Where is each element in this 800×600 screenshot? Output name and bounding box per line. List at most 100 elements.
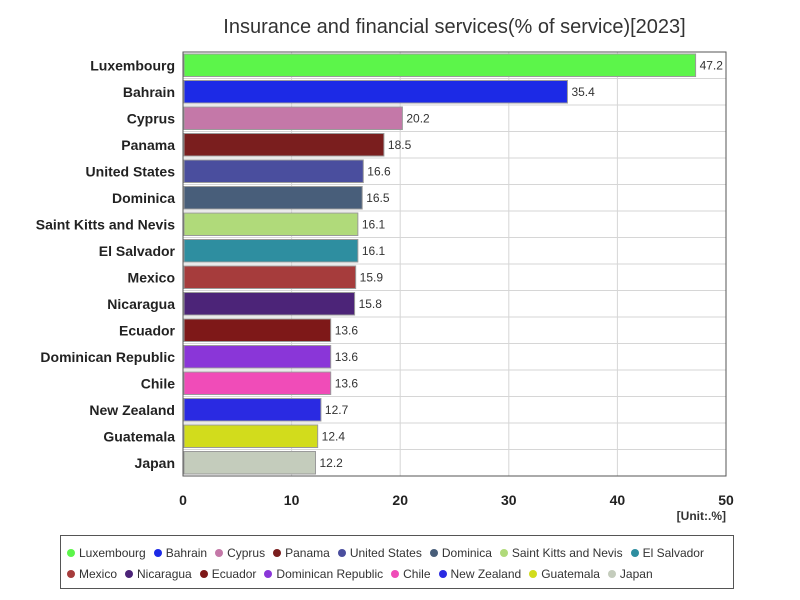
value-label: 35.4: [571, 85, 595, 99]
legend-label: Japan: [619, 566, 653, 581]
category-label: Dominica: [112, 190, 175, 206]
value-label: 16.1: [362, 244, 386, 258]
value-label: 16.1: [362, 217, 386, 231]
bar: [183, 239, 359, 263]
legend-item: Guatemala: [529, 567, 600, 581]
legend-label: Nicaragua: [137, 566, 192, 581]
chart-title: Insurance and financial services(% of se…: [223, 16, 686, 38]
value-label: 16.6: [367, 164, 391, 178]
value-label: 13.6: [335, 323, 359, 337]
x-tick-labels: 0 10 20 30 40 50: [179, 492, 734, 508]
value-label: 15.9: [360, 270, 384, 284]
legend-row: Mexico Nicaragua Ecuador Dominican Republic…: [67, 563, 727, 584]
legend-item: Saint Kitts and Nevis: [499, 545, 623, 560]
legend-item: Luxembourg: [67, 546, 146, 560]
category-label: El Salvador: [99, 243, 176, 259]
value-label: 15.8: [359, 297, 383, 311]
bar: [183, 265, 357, 289]
legend: Luxembourg Bahrain Cyprus Panama United Stat…: [60, 535, 734, 589]
bar: [183, 371, 332, 395]
legend-item: Japan: [607, 566, 653, 581]
legend-swatch: [125, 569, 134, 578]
legend-item: Mexico: [67, 567, 117, 581]
x-tick-label: 20: [392, 492, 408, 508]
legend-label: Guatemala: [541, 566, 600, 581]
legend-swatch: [429, 548, 438, 557]
legend-swatch: [607, 569, 616, 578]
legend-swatch: [67, 569, 75, 578]
legend-item: Ecuador: [199, 566, 257, 581]
category-label: Ecuador: [119, 322, 176, 338]
x-tick-label: 0: [179, 492, 187, 508]
category-label: Japan: [135, 455, 175, 471]
legend-label: Luxembourg: [79, 545, 146, 560]
legend-label: El Salvador: [642, 545, 704, 560]
category-labels: Luxembourg Bahrain Cyprus Panama United Stat…: [36, 57, 176, 471]
value-label: 13.6: [335, 376, 359, 390]
category-label: Guatemala: [103, 428, 175, 444]
bars: [183, 53, 697, 475]
legend-label: Bahrain: [165, 545, 208, 560]
bar: [183, 398, 322, 422]
legend-label: United States: [349, 545, 422, 560]
legend-swatch: [630, 548, 639, 557]
legend-item: New Zealand: [438, 567, 521, 581]
legend-item: Bahrain: [153, 545, 208, 560]
legend-item: United States: [337, 545, 422, 560]
category-label: Panama: [121, 137, 175, 153]
legend-item: Nicaragua: [125, 567, 192, 581]
legend-swatch: [153, 548, 162, 557]
category-label: Luxembourg: [90, 57, 175, 73]
value-label: 13.6: [335, 350, 359, 364]
bar: [183, 53, 697, 77]
bar: [183, 186, 363, 210]
value-label: 47.2: [700, 58, 724, 72]
legend-label: Saint Kitts and Nevis: [511, 545, 623, 560]
category-label: New Zealand: [89, 402, 175, 418]
legend-swatch: [273, 548, 282, 557]
value-label: 12.2: [319, 456, 343, 470]
legend-item: Cyprus: [215, 546, 265, 560]
x-tick-label: 30: [501, 492, 517, 508]
grid-lines: [182, 52, 727, 476]
legend-label: Dominican Republic: [276, 566, 384, 581]
legend-swatch: [199, 569, 208, 578]
legend-label: Dominica: [441, 545, 492, 560]
x-tick-label: 10: [284, 492, 300, 508]
legend-swatch: [391, 569, 400, 578]
legend-label: Chile: [403, 566, 431, 581]
legend-label: Panama: [285, 545, 330, 560]
legend-swatch: [264, 569, 273, 578]
category-label: Dominican Republic: [40, 349, 175, 365]
bar: [183, 345, 332, 369]
value-label: 12.7: [325, 403, 349, 417]
category-label: Cyprus: [127, 110, 175, 126]
bar: [183, 451, 316, 475]
plot-frame: [182, 51, 727, 477]
legend-label: Mexico: [79, 566, 118, 581]
unit-label: [Unit:.%]: [676, 509, 726, 523]
value-label: 18.5: [388, 138, 412, 152]
value-label: 16.5: [366, 191, 390, 205]
value-labels: 47.2 35.4 20.2 18.5 16.6 16.5 16.1 16.1 15.9 15.8…: [319, 58, 723, 470]
category-label: Chile: [141, 375, 175, 391]
value-label: 12.4: [322, 429, 346, 443]
legend-swatch: [499, 548, 508, 557]
legend-row: Luxembourg Bahrain Cyprus Panama United Stat…: [67, 542, 727, 563]
category-label: Nicaragua: [107, 296, 175, 312]
category-label: Saint Kitts and Nevis: [36, 216, 175, 232]
bar: [183, 424, 319, 448]
bar: [183, 212, 359, 236]
legend-swatch: [438, 569, 447, 578]
category-label: United States: [86, 163, 176, 179]
legend-swatch: [529, 569, 538, 578]
bar: [183, 80, 568, 104]
legend-label: Ecuador: [211, 566, 257, 581]
x-tick-label: 40: [610, 492, 626, 508]
legend-item: Panama: [273, 546, 330, 560]
legend-swatch: [337, 548, 346, 557]
category-label: Mexico: [128, 269, 175, 285]
bar: [183, 292, 356, 316]
legend-swatch: [215, 548, 224, 557]
